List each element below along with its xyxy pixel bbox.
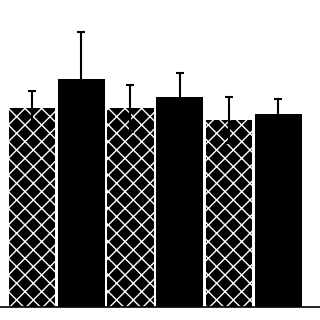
Bar <box>156 97 203 307</box>
Bar <box>205 120 252 307</box>
Bar <box>9 108 55 307</box>
Bar <box>205 120 252 307</box>
Bar <box>255 114 301 307</box>
Bar <box>9 108 55 307</box>
Bar <box>107 108 154 307</box>
Bar <box>58 79 105 307</box>
Bar <box>107 108 154 307</box>
